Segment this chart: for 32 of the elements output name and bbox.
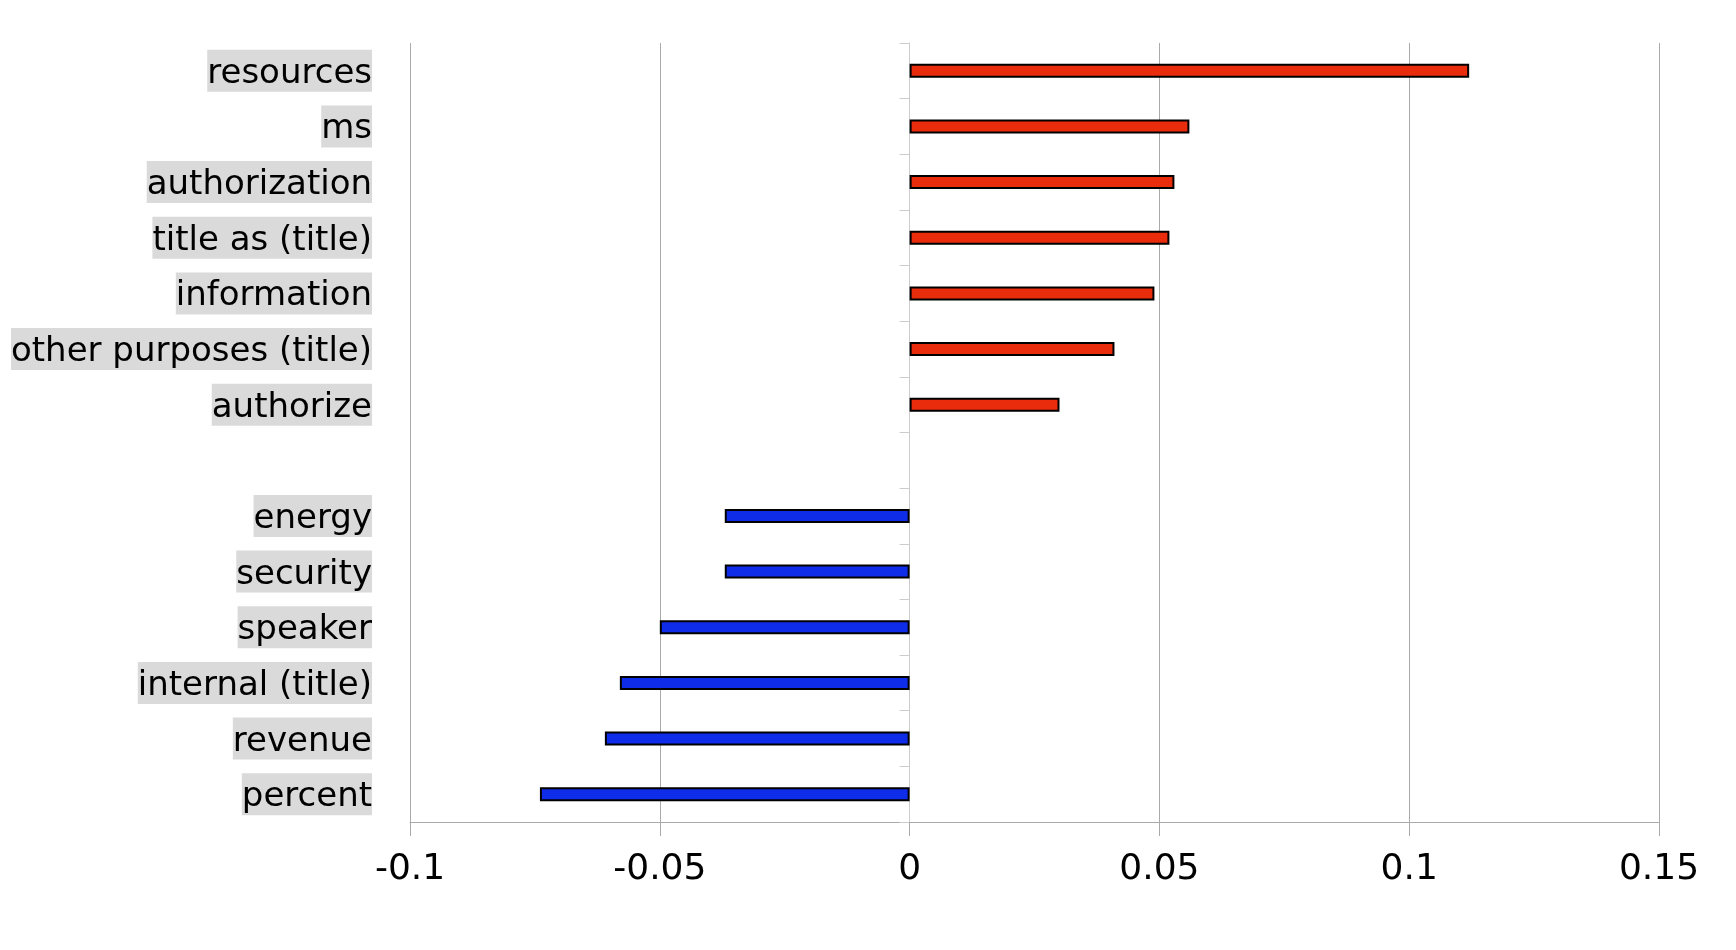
y-tick-label: revenue xyxy=(232,718,373,759)
bar xyxy=(724,508,910,523)
x-tick-label: 0.1 xyxy=(1380,845,1438,887)
y-tick-label: ms xyxy=(321,106,373,147)
bar xyxy=(909,63,1470,78)
y-tick-label: title as (title) xyxy=(152,217,373,258)
bar xyxy=(724,564,910,579)
y-tick-label: other purposes (title) xyxy=(10,329,373,370)
x-tick-label: 0.05 xyxy=(1119,845,1200,887)
bar xyxy=(909,230,1170,245)
y-tick-label: information xyxy=(175,273,373,314)
x-tick-label: -0.1 xyxy=(374,845,446,887)
bar xyxy=(909,119,1190,134)
bar xyxy=(909,175,1175,190)
y-tick-label: authorize xyxy=(211,384,373,425)
bar xyxy=(604,731,910,746)
y-tick-label: internal (title) xyxy=(137,662,373,703)
bar xyxy=(659,620,910,635)
bar xyxy=(909,397,1060,412)
x-tick-label: 0.15 xyxy=(1618,845,1700,887)
y-tick-label: energy xyxy=(253,495,373,536)
bar xyxy=(909,342,1115,357)
y-tick-label: percent xyxy=(241,774,373,815)
y-tick-label: security xyxy=(236,551,373,592)
y-tick-label: resources xyxy=(207,50,373,91)
bar xyxy=(619,675,910,690)
y-tick-label: speaker xyxy=(237,607,373,648)
bar xyxy=(909,286,1155,301)
y-tick-label: authorization xyxy=(146,162,373,203)
bar xyxy=(539,787,910,802)
x-tick-label: 0 xyxy=(898,845,922,887)
x-tick-label: -0.05 xyxy=(613,845,707,887)
